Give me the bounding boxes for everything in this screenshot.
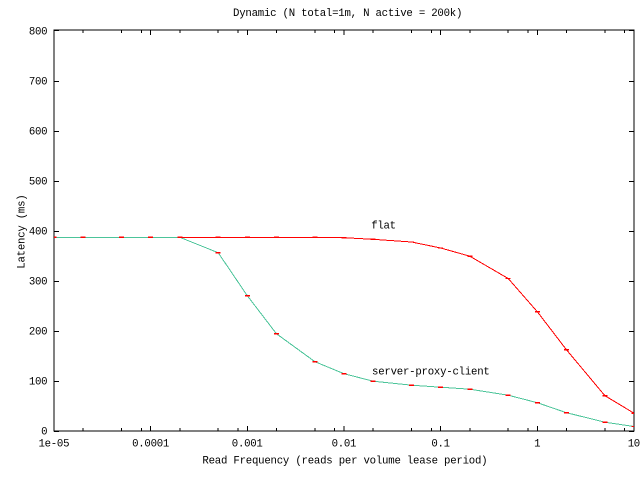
svg-text:1e-05: 1e-05: [39, 439, 70, 451]
svg-text:300: 300: [29, 277, 48, 289]
svg-text:Latency (ms): Latency (ms): [17, 194, 29, 268]
svg-text:0.001: 0.001: [232, 439, 263, 451]
svg-text:200: 200: [29, 327, 48, 339]
svg-text:100: 100: [29, 377, 48, 389]
svg-text:flat: flat: [371, 221, 396, 233]
svg-text:700: 700: [29, 77, 48, 89]
svg-text:600: 600: [29, 127, 48, 139]
svg-text:server-proxy-client: server-proxy-client: [372, 367, 490, 379]
svg-text:10: 10: [628, 439, 640, 451]
svg-text:0.0001: 0.0001: [132, 439, 169, 451]
svg-text:0: 0: [41, 427, 47, 439]
svg-text:0.01: 0.01: [332, 439, 357, 451]
svg-text:0.1: 0.1: [431, 439, 450, 451]
svg-text:400: 400: [29, 227, 48, 239]
svg-text:1: 1: [534, 439, 540, 451]
svg-text:500: 500: [29, 177, 48, 189]
svg-text:Dynamic (N total=1m, N active: Dynamic (N total=1m, N active = 200k): [233, 8, 462, 20]
svg-text:Read Frequency (reads per volu: Read Frequency (reads per volume lease p…: [202, 456, 487, 468]
svg-text:800: 800: [29, 27, 48, 39]
